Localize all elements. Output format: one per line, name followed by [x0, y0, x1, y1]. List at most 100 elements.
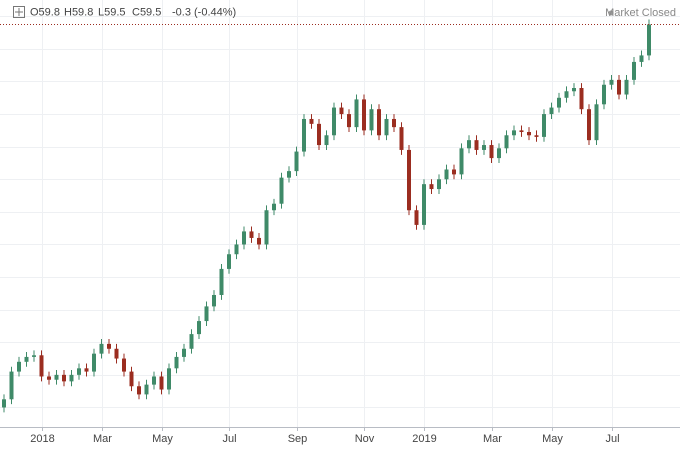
candle-body	[129, 371, 134, 387]
candle-body	[504, 135, 509, 149]
x-tick-label: May	[542, 433, 563, 445]
x-tick-label: May	[152, 433, 173, 445]
candle-body	[17, 361, 21, 372]
x-tick-label: Sep	[288, 433, 308, 445]
candle-body	[114, 348, 119, 359]
candle-body	[197, 321, 201, 335]
x-tick-label: Nov	[355, 433, 375, 445]
header-close: C59.5	[132, 6, 161, 18]
candle-body	[444, 169, 449, 180]
candle-body	[542, 114, 546, 137]
header: O59.8 H59.8 L59.5 C59.5 -0.3 (-0.44%) Ma…	[13, 6, 676, 19]
candle-body	[137, 386, 141, 395]
header-change: -0.3 (-0.44%)	[172, 6, 236, 18]
candle-body	[624, 79, 629, 95]
candle-body	[377, 109, 381, 136]
candle-body	[182, 348, 186, 357]
candle-body	[159, 376, 164, 390]
candle-body	[399, 127, 404, 150]
candle-body	[62, 374, 66, 382]
candle-body	[257, 237, 261, 245]
candle-body	[564, 91, 569, 98]
candle-body	[174, 356, 179, 369]
candle-body	[549, 107, 554, 115]
candle-body	[474, 140, 479, 150]
candle-body	[99, 343, 104, 354]
candle-body	[407, 149, 411, 211]
candle-body	[54, 374, 59, 380]
candle-body	[92, 353, 96, 372]
candle-body	[639, 55, 644, 62]
candle-body	[497, 148, 501, 159]
candle-body	[602, 84, 606, 105]
candle-body	[204, 306, 209, 322]
candle-body	[572, 88, 576, 92]
market-status: Market Closed	[605, 7, 676, 19]
candle-body	[452, 169, 456, 175]
x-tick-label: Mar	[93, 433, 112, 445]
candle-body	[69, 374, 74, 382]
candle-body	[519, 130, 524, 133]
candle-body	[212, 294, 216, 307]
candle-body	[47, 376, 51, 380]
candle-body	[534, 135, 539, 137]
candle-body	[437, 179, 441, 190]
candle-body	[272, 203, 276, 211]
candle-body	[617, 79, 621, 95]
candle-body	[317, 123, 321, 146]
candle-body	[32, 355, 36, 357]
candle-body	[144, 384, 149, 395]
header-high: H59.8	[64, 6, 93, 18]
candle-body	[384, 118, 389, 136]
candle-body	[332, 107, 336, 136]
candle-body	[422, 184, 426, 225]
candle-body	[84, 368, 89, 372]
candle-body	[339, 107, 344, 115]
candle-body	[2, 399, 6, 408]
candle-body	[512, 130, 516, 136]
marks	[0, 19, 680, 413]
grid	[0, 0, 680, 431]
candle-body	[579, 88, 584, 110]
candle-body	[189, 334, 194, 349]
candle-body	[242, 231, 246, 245]
candle-body	[152, 376, 156, 385]
candle-body	[39, 355, 44, 377]
candle-body	[459, 148, 464, 175]
candle-body	[77, 368, 81, 375]
x-tick-label: Jul	[222, 433, 236, 445]
header-open: O59.8	[30, 6, 60, 18]
candle-body	[107, 343, 111, 349]
candle-body	[24, 356, 29, 362]
x-tick-label: 2018	[30, 433, 54, 445]
candle-body	[429, 184, 434, 190]
candle-body	[9, 371, 14, 400]
status-dot	[608, 10, 614, 16]
candle-body	[362, 99, 366, 131]
candle-body	[324, 135, 329, 146]
candle-body	[227, 254, 231, 269]
candle-body	[392, 118, 396, 128]
candle-body	[347, 114, 351, 128]
candle-body	[219, 268, 224, 295]
candle-body	[354, 99, 359, 128]
header-icon	[13, 6, 25, 18]
candle-body	[309, 118, 314, 124]
x-tick-label: 2019	[412, 433, 436, 445]
candle-body	[482, 145, 486, 150]
candle-body	[587, 109, 591, 141]
candle-body	[467, 140, 471, 149]
candle-body	[527, 132, 531, 136]
x-tick-label: Mar	[483, 433, 502, 445]
candle-body	[122, 358, 126, 372]
candle-body	[234, 244, 239, 255]
header-low: L59.5	[98, 6, 126, 18]
candle-body	[594, 104, 599, 141]
candle-body	[279, 177, 284, 204]
candle-body	[302, 118, 306, 152]
candle-body	[264, 210, 269, 245]
candle-body	[557, 97, 561, 108]
candle-body	[167, 368, 171, 390]
candle-body	[609, 79, 614, 85]
